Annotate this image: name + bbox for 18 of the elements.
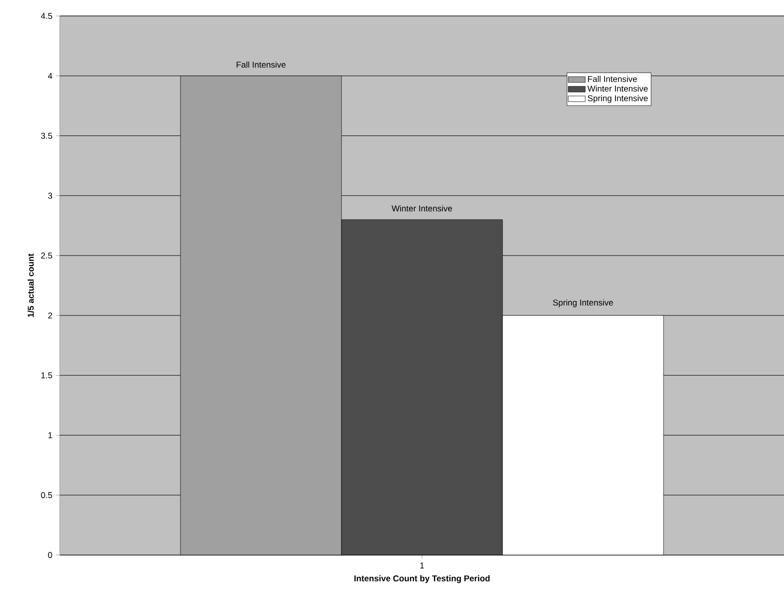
y-tick-label: 0.5 [41, 492, 52, 498]
y-tick-label: 2 [48, 312, 52, 318]
y-tick-label: 3.5 [41, 132, 52, 139]
y-tick-label: 2.5 [41, 252, 52, 259]
legend-label: Winter Intensive [587, 85, 648, 92]
y-tick-label: 4 [48, 72, 52, 79]
y-axis-title: 1/5 actual count [28, 254, 34, 317]
y-tick-label: 0 [48, 552, 52, 558]
annotation: Winter Intensive [392, 205, 452, 212]
x-axis-title: Intensive Count by Testing Period [354, 575, 490, 584]
y-tick-label: 4.5 [40, 13, 52, 19]
y-tick-label: 3 [48, 192, 52, 199]
y-tick-label: 1.5 [41, 372, 52, 378]
annotation: Fall Intensive [236, 61, 286, 68]
annotation: Spring Intensive [553, 299, 613, 308]
legend-label: Fall Intensive [588, 76, 637, 82]
legend-label: Spring Intensive [588, 95, 648, 103]
y-tick-label: 1 [48, 432, 52, 438]
